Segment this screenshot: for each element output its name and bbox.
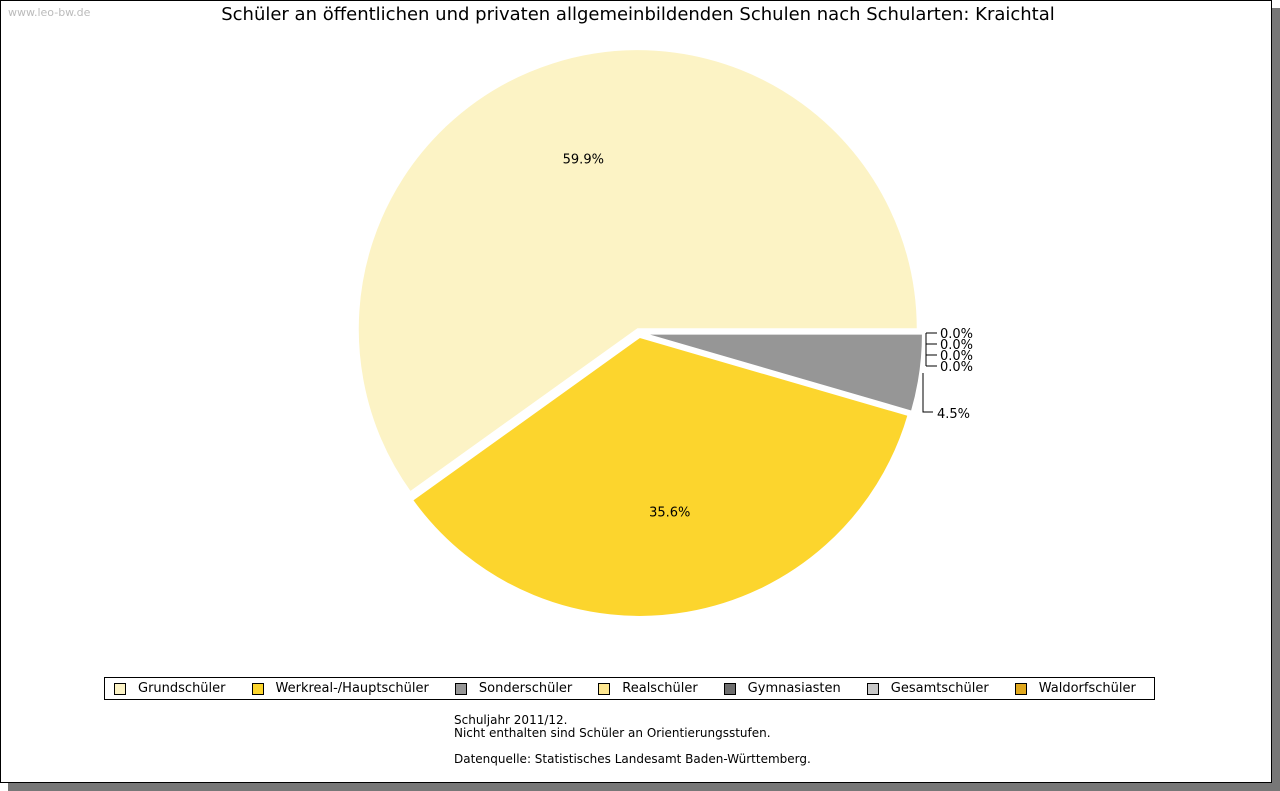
legend-swatch: [1014, 682, 1027, 695]
legend-item-grundsch-ler: Grundschüler: [114, 681, 226, 696]
leader-line-sondersch-ler: [922, 373, 933, 413]
legend-item-sondersch-ler: Sonderschüler: [454, 681, 573, 696]
legend-item-realsch-ler: Realschüler: [598, 681, 698, 696]
legend-label: Realschüler: [622, 681, 698, 696]
pie-slice-werkreal-hauptsch-ler: [410, 335, 910, 618]
note-school-year: Schuljahr 2011/12.: [454, 713, 568, 727]
legend-item-waldorfsch-ler: Waldorfschüler: [1014, 681, 1136, 696]
legend-swatch: [114, 682, 126, 695]
slice-label-realsch-ler: 0.0%: [940, 327, 973, 342]
legend-swatch: [598, 682, 611, 695]
pie-slice-sondersch-ler: [642, 332, 924, 413]
legend-swatch: [251, 682, 264, 695]
legend-label: Waldorfschüler: [1038, 681, 1136, 696]
watermark: www.leo-bw.de: [8, 6, 91, 19]
legend-item-gymnasiasten: Gymnasiasten: [723, 681, 841, 696]
note-exclusion: Nicht enthalten sind Schüler an Orientie…: [454, 726, 771, 740]
legend-item-werkreal-hauptsch-ler: Werkreal-/Hauptschüler: [251, 681, 429, 696]
slice-label-sondersch-ler: 4.5%: [937, 407, 970, 422]
slice-label-gesamtsch-ler: 0.0%: [940, 349, 973, 364]
legend-label: Gymnasiasten: [747, 681, 841, 696]
slice-label-gymnasiasten: 0.0%: [940, 338, 973, 353]
legend-swatch: [723, 682, 736, 695]
legend-label: Sonderschüler: [478, 681, 573, 696]
legend-label: Werkreal-/Hauptschüler: [275, 681, 429, 696]
legend-label: Gesamtschüler: [890, 681, 989, 696]
slice-label-grundsch-ler: 59.9%: [563, 153, 604, 168]
chart-title: Schüler an öffentlichen und privaten all…: [221, 4, 1055, 25]
chart-notes: Schuljahr 2011/12. Nicht enthalten sind …: [454, 714, 811, 766]
legend-swatch: [866, 682, 879, 695]
legend-swatch: [454, 682, 467, 695]
slice-label-waldorfsch-ler: 0.0%: [940, 360, 973, 375]
slice-label-werkreal-hauptsch-ler: 35.6%: [649, 505, 690, 520]
pie-slice-grundsch-ler: [356, 48, 919, 494]
legend: Grundschüler Werkreal-/Hauptschüler Sonder…: [104, 677, 1155, 700]
legend-label: Grundschüler: [138, 681, 226, 696]
note-source: Datenquelle: Statistisches Landesamt Bad…: [454, 752, 811, 766]
legend-item-gesamtsch-ler: Gesamtschüler: [866, 681, 989, 696]
